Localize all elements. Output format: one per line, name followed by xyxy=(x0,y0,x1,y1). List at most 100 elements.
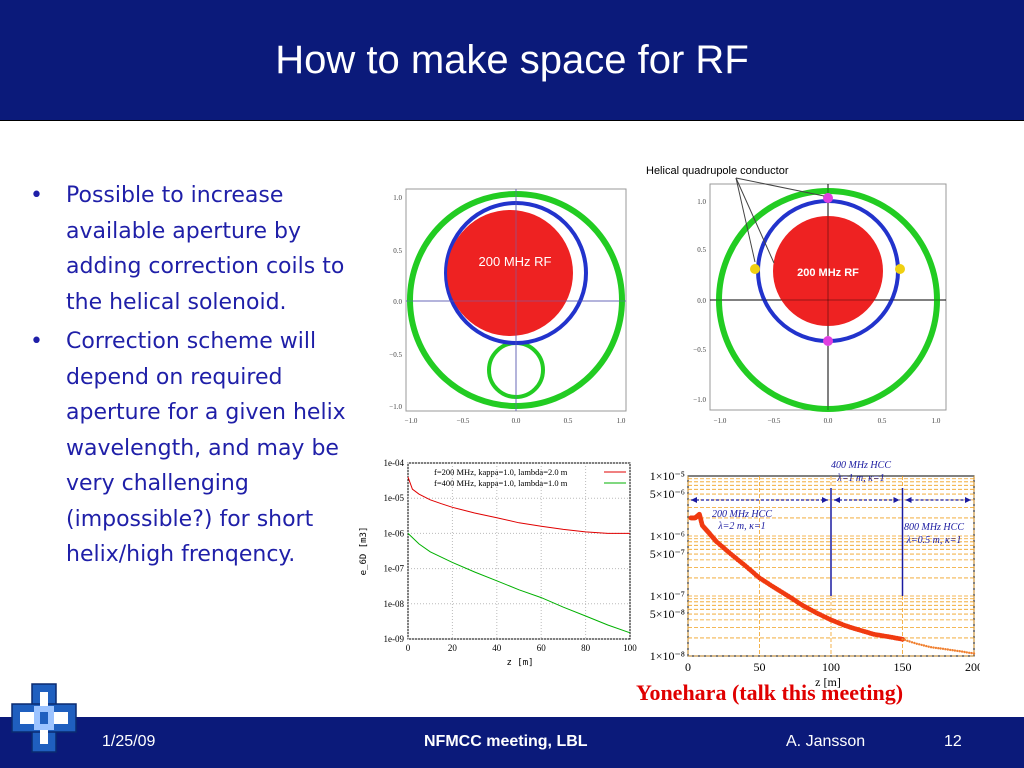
arrow-head xyxy=(905,497,912,503)
data-point xyxy=(906,639,909,642)
bullet-item: • Possible to increase available aperture… xyxy=(28,178,363,320)
data-point xyxy=(903,638,907,642)
x-tick-label: 100 xyxy=(822,660,840,674)
bullet-dot: • xyxy=(30,183,43,208)
x-tick: 0.0 xyxy=(824,417,833,425)
y-tick-label: 1×10⁻⁸ xyxy=(650,649,685,663)
y-axis-label: e_6D [m3] xyxy=(359,527,369,576)
y-tick-label: 5×10⁻⁷ xyxy=(650,547,685,561)
data-point xyxy=(901,638,904,641)
y-tick: −0.5 xyxy=(693,346,706,354)
data-point xyxy=(941,647,945,650)
data-point xyxy=(925,644,928,648)
annotation-arrow xyxy=(735,177,775,264)
section-label: 200 MHz HCC xyxy=(712,509,772,520)
section-label: 400 MHz HCC xyxy=(831,460,891,471)
plot-frame xyxy=(407,462,631,640)
lab-logo-icon xyxy=(11,683,77,753)
bullet-item: • Correction scheme will depend on requir… xyxy=(28,324,363,573)
series-line-1 xyxy=(407,476,630,534)
arrow-head xyxy=(691,497,697,503)
x-tick: −0.5 xyxy=(768,417,781,425)
data-point xyxy=(960,650,964,653)
y-tick-label: 1e-06 xyxy=(384,528,405,538)
data-point xyxy=(970,651,973,655)
x-tick-label: 0 xyxy=(685,660,691,674)
bullet-text: Correction scheme will depend on require… xyxy=(66,329,346,567)
series-line-2 xyxy=(407,533,631,634)
y-tick: 1.0 xyxy=(393,194,402,202)
data-point xyxy=(939,647,942,650)
y-tick-label: 5×10⁻⁶ xyxy=(650,487,685,501)
aperture-figure-left: 200 MHz RF 1.0 0.5 0.0 −0.5 −1.0 −1.0 −0… xyxy=(389,188,627,425)
hcc-emittance-chart: 1×10⁻⁵ 5×10⁻⁶ 1×10⁻⁶ 5×10⁻⁷ 1×10⁻⁷ 5×10⁻⁸ 1×10… xyxy=(650,460,980,688)
data-point xyxy=(956,649,959,653)
footer-page-number: 12 xyxy=(944,733,962,750)
legend-label: f=400 MHz, kappa=1.0, lambda=1.0 m xyxy=(434,478,568,488)
y-tick-label: 1e-07 xyxy=(384,564,405,574)
rf-label: 200 MHz RF xyxy=(479,254,552,269)
data-point xyxy=(934,646,938,650)
x-tick-label: 150 xyxy=(894,660,912,674)
conductor-annotation: Helical quadrupole conductor xyxy=(646,165,789,177)
y-tick-label: 1e-08 xyxy=(384,599,405,609)
aperture-figure-right: 200 MHz RF Helical quadrupole conductor … xyxy=(646,165,947,425)
y-tick-label: 1×10⁻⁵ xyxy=(650,469,685,483)
data-point xyxy=(910,641,914,644)
data-point xyxy=(922,644,926,647)
quadrupole-conductor xyxy=(823,193,833,203)
data-point xyxy=(927,645,930,648)
x-tick-label: 20 xyxy=(448,643,458,653)
data-point xyxy=(944,648,947,651)
x-tick: −1.0 xyxy=(714,417,727,425)
x-tick-label: 40 xyxy=(492,643,502,653)
y-tick: 0.5 xyxy=(393,247,402,255)
section-label: λ=2 m, κ=1 xyxy=(717,521,765,532)
bullet-text: Possible to increase available aperture … xyxy=(66,183,345,315)
legend-label: f=200 MHz, kappa=1.0, lambda=2.0 m xyxy=(434,467,568,477)
y-tick-label: 1×10⁻⁷ xyxy=(650,589,685,603)
x-tick: 0.0 xyxy=(512,417,521,425)
bullet-dot: • xyxy=(30,329,43,354)
data-point xyxy=(932,646,935,649)
data-point xyxy=(951,649,954,652)
data-point xyxy=(946,648,949,651)
y-tick: 0.0 xyxy=(393,298,402,306)
x-tick-label: 60 xyxy=(537,643,547,653)
x-tick: 1.0 xyxy=(932,417,941,425)
x-tick: −1.0 xyxy=(405,417,418,425)
x-tick-label: 80 xyxy=(581,643,591,653)
y-tick-label: 1e-05 xyxy=(384,493,405,503)
y-tick-label: 1e-09 xyxy=(384,634,405,644)
x-tick-label: 50 xyxy=(754,660,766,674)
y-tick-label: 1e-04 xyxy=(384,458,405,468)
x-tick: 1.0 xyxy=(617,417,626,425)
data-point xyxy=(937,647,940,650)
footer-author: A. Jansson xyxy=(786,733,866,750)
y-tick-label: 5×10⁻⁸ xyxy=(650,607,685,621)
annotation-arrow xyxy=(735,177,756,263)
x-tick-label: 100 xyxy=(623,643,637,653)
data-point xyxy=(915,642,918,645)
data-point xyxy=(913,641,916,645)
arrow-head xyxy=(834,497,840,503)
y-tick: 0.5 xyxy=(697,246,706,254)
footer-bar: 1/25/09 NFMCC meeting, LBL A. Jansson 12 xyxy=(0,717,1024,768)
y-tick: −0.5 xyxy=(389,351,402,359)
y-tick: −1.0 xyxy=(389,403,402,411)
emittance-chart: 0 20 40 60 80 100 1e-04 1e-05 1e-06 1e-07 1e-08 1e-… xyxy=(359,458,637,668)
x-axis-label: z [m] xyxy=(506,658,533,668)
quadrupole-conductor xyxy=(750,264,760,274)
footer-date: 1/25/09 xyxy=(102,733,156,750)
section-label: 800 MHz HCC xyxy=(904,522,964,533)
data-point xyxy=(968,651,971,654)
arrow-head xyxy=(965,497,971,503)
y-tick: 1.0 xyxy=(697,198,706,206)
x-tick-label: 0 xyxy=(406,643,411,653)
data-point xyxy=(908,640,911,643)
footer-meeting: NFMCC meeting, LBL xyxy=(424,733,588,750)
data-point xyxy=(965,651,968,654)
data-point xyxy=(972,652,976,655)
x-tick-label: 200 xyxy=(965,660,980,674)
arrow-head xyxy=(822,497,828,503)
